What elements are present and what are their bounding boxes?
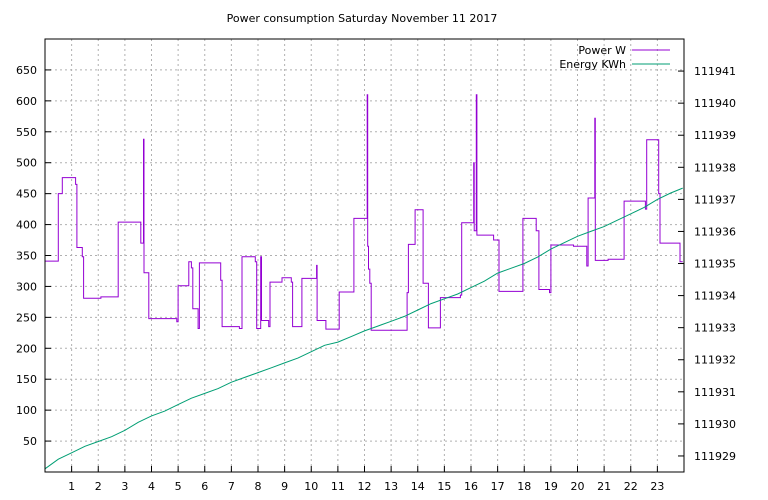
y2-tick-label: 111941 [694,65,736,78]
y-tick-label: 200 [16,342,37,355]
y2-tick-label: 111931 [694,386,736,399]
y-tick-label: 150 [16,373,37,386]
x-tick-label: 20 [571,480,585,493]
x-tick-label: 13 [384,480,398,493]
legend-label-power: Power W [578,44,626,57]
y-tick-label: 650 [16,64,37,77]
x-tick-label: 14 [411,480,425,493]
y-tick-label: 600 [16,95,37,108]
y2-tick-label: 111935 [694,258,736,271]
x-tick-label: 22 [624,480,638,493]
x-tick-label: 6 [201,480,208,493]
series-line-energy [44,187,683,470]
x-tick-label: 17 [491,480,505,493]
x-tick-label: 11 [331,480,345,493]
y-tick-label: 250 [16,311,37,324]
x-tick-label: 3 [121,480,128,493]
x-tick-label: 19 [544,480,558,493]
x-axis-ticks: 1 2 3 4 5 6 7 8 9 10 11 12 13 14 15 16 17 18 19 20 21 22 23 [68,466,664,493]
y2-tick-label: 111932 [694,354,736,367]
x-tick-label: 21 [597,480,611,493]
y-tick-label: 100 [16,404,37,417]
grid [45,39,684,472]
x-tick-label: 18 [517,480,531,493]
y2-tick-label: 111938 [694,161,736,174]
x-tick-label: 8 [255,480,262,493]
x-tick-label: 10 [304,480,318,493]
series-group [44,94,683,470]
legend-label-energy: Energy KWh [559,58,626,71]
y-tick-label: 550 [16,126,37,139]
y2-tick-label: 111940 [694,97,736,110]
x-tick-label: 4 [148,480,155,493]
series-line-power [45,94,683,331]
y-tick-label: 500 [16,157,37,170]
y-tick-label: 300 [16,280,37,293]
y-tick-label: 450 [16,188,37,201]
x-tick-label: 2 [95,480,102,493]
x-tick-label: 12 [358,480,372,493]
y-axis-ticks: 50 100 150 200 250 300 350 400 450 500 550 600 650 [16,64,51,448]
y2-tick-label: 111936 [694,225,736,238]
y2-tick-label: 111934 [694,290,736,303]
x-tick-label: 1 [68,480,75,493]
y2-tick-label: 111930 [694,418,736,431]
x-tick-label: 5 [175,480,182,493]
y-tick-label: 50 [23,435,37,448]
y2-tick-label: 111939 [694,129,736,142]
y2-tick-label: 111929 [694,450,736,463]
x-tick-label: 15 [437,480,451,493]
y2-tick-label: 111937 [694,193,736,206]
y-tick-label: 350 [16,250,37,263]
y2-tick-label: 111933 [694,322,736,335]
chart-title: Power consumption Saturday November 11 2… [227,12,498,25]
x-tick-label: 7 [228,480,235,493]
y-tick-label: 400 [16,219,37,232]
plot-frame [44,38,685,473]
x-tick-label: 16 [464,480,478,493]
y2-axis-ticks: 111929 111930 111931 111932 111933 111934 1119… [678,65,736,463]
x-tick-label: 9 [281,480,288,493]
legend: Power W Energy KWh [559,44,670,71]
x-tick-label: 23 [650,480,664,493]
